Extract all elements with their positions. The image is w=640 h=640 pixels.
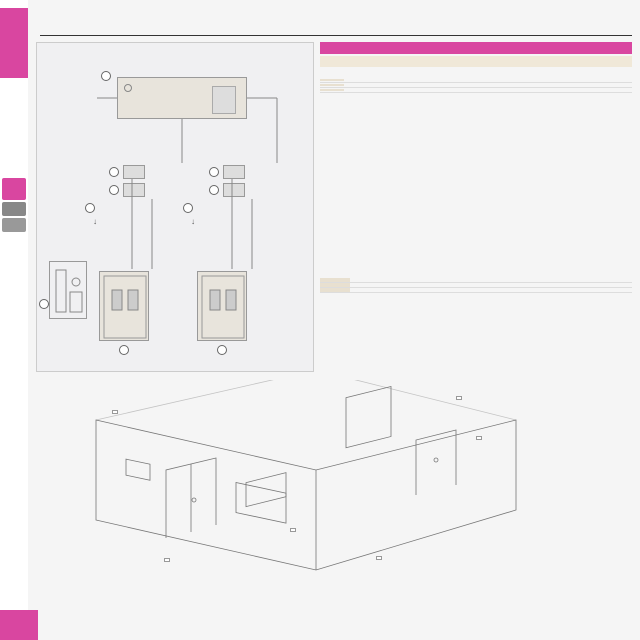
side-box-1 bbox=[2, 178, 26, 200]
feature-bar bbox=[320, 42, 632, 54]
jp-spec bbox=[344, 79, 632, 81]
wiring-diagram: ↓ ↓ bbox=[36, 42, 314, 372]
header bbox=[40, 6, 632, 36]
door-unit-1 bbox=[99, 271, 149, 341]
isometric-view bbox=[36, 380, 596, 588]
switch-3 bbox=[123, 183, 145, 197]
category-tab bbox=[0, 8, 28, 78]
subtitle bbox=[320, 56, 632, 67]
jp-specs bbox=[320, 78, 632, 93]
side-box-2 bbox=[2, 202, 26, 216]
lock-unit bbox=[49, 261, 87, 319]
switch-4 bbox=[223, 183, 245, 197]
switch-1 bbox=[123, 165, 145, 179]
en-specs bbox=[320, 278, 632, 293]
door-unit-2 bbox=[197, 271, 247, 341]
controller-box bbox=[117, 77, 247, 119]
switch-2 bbox=[223, 165, 245, 179]
side-box-3 bbox=[2, 218, 26, 232]
page-footer bbox=[0, 610, 38, 640]
